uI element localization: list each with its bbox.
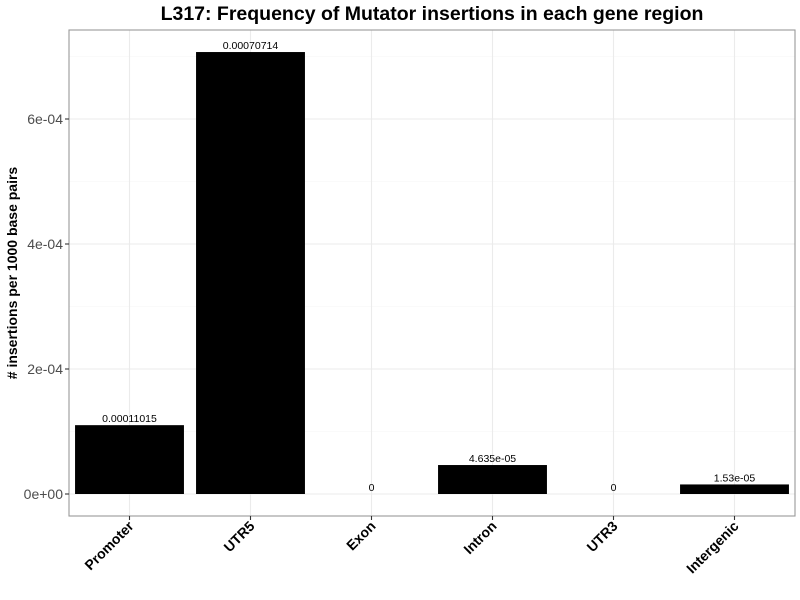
x-tick-label: Exon bbox=[343, 518, 379, 554]
plot-area: 0.00011015 0.00070714 0 4.635e-05 0 1.53e-05 0… bbox=[24, 29, 796, 577]
y-tick-label: 4e-04 bbox=[27, 236, 63, 252]
x-tick-label: UTR5 bbox=[220, 518, 257, 555]
bar-intron bbox=[438, 465, 547, 494]
x-tick-label: UTR3 bbox=[583, 518, 620, 555]
bar-value-label: 0 bbox=[369, 482, 375, 494]
chart-title: L317: Frequency of Mutator insertions in… bbox=[161, 3, 704, 25]
y-tick-label: 0e+00 bbox=[24, 486, 64, 502]
bar-value-label: 0 bbox=[611, 482, 617, 494]
bar-value-label: 0.00070714 bbox=[223, 40, 279, 52]
bar-intergenic bbox=[680, 484, 789, 494]
x-tick-label: Intron bbox=[460, 518, 499, 557]
plot-border bbox=[68, 29, 796, 517]
bar-value-label: 1.53e-05 bbox=[714, 472, 756, 484]
x-tick-label: Promoter bbox=[81, 517, 137, 573]
y-tick-label: 2e-04 bbox=[27, 361, 63, 377]
bar-utr5 bbox=[196, 52, 305, 494]
x-tick-label: Intergenic bbox=[683, 518, 742, 577]
y-axis-label: # insertions per 1000 base pairs bbox=[4, 167, 20, 380]
bar-value-label: 4.635e-05 bbox=[469, 453, 516, 465]
bar-value-label: 0.00011015 bbox=[102, 413, 157, 425]
y-tick-label: 6e-04 bbox=[27, 111, 63, 127]
plot-background bbox=[69, 30, 795, 516]
bar-promoter bbox=[75, 425, 184, 494]
